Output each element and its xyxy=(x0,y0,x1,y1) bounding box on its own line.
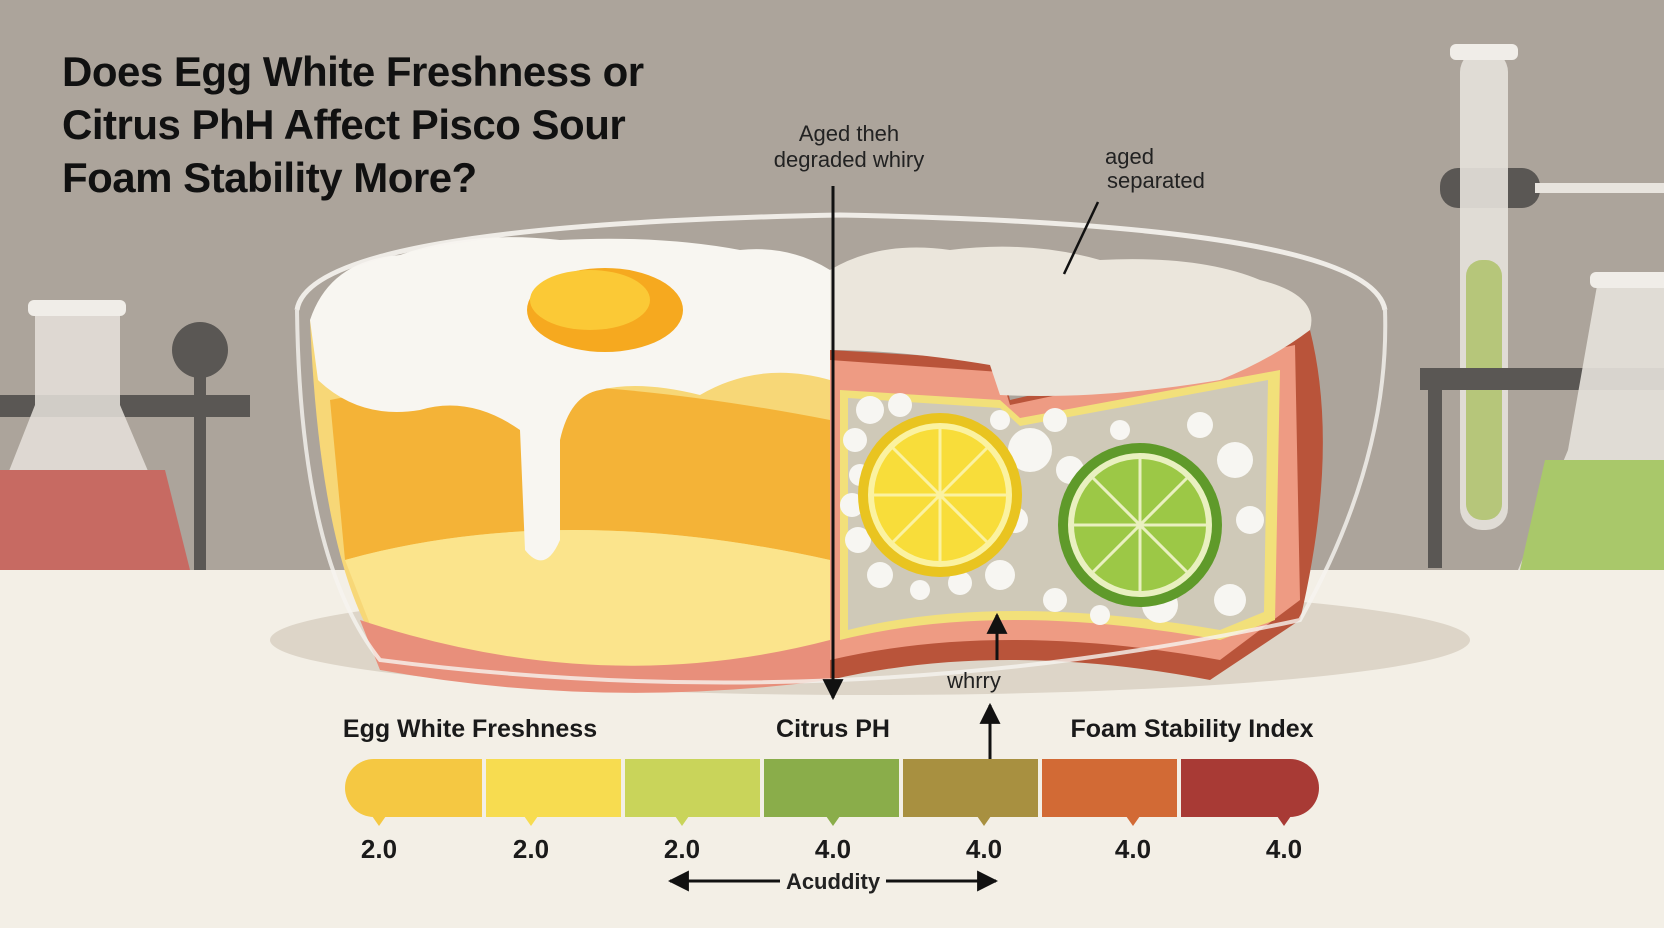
annotation: aged xyxy=(1105,144,1154,169)
title: Does Egg White Freshness or xyxy=(62,48,644,95)
tick-label: 2.0 xyxy=(513,834,549,864)
scale-label: Foam Stability Index xyxy=(1070,715,1313,743)
lab-right xyxy=(1420,44,1664,570)
title: Foam Stability More? xyxy=(62,154,477,201)
tick-marker xyxy=(826,816,840,826)
leader xyxy=(1062,201,1100,275)
tick-marker xyxy=(675,816,689,826)
annotation: Aged theh xyxy=(799,121,899,146)
bowl xyxy=(294,212,1388,693)
scale-label: Egg White Freshness xyxy=(343,715,597,743)
tick-label: 2.0 xyxy=(361,834,397,864)
tick-label: 2.0 xyxy=(664,834,700,864)
tick-label: 4.0 xyxy=(966,834,1002,864)
lab-left xyxy=(0,300,250,570)
scale-label: Citrus PH xyxy=(776,715,890,743)
tick-label: 4.0 xyxy=(815,834,851,864)
color-bar xyxy=(345,759,1319,817)
tick-marker xyxy=(1126,816,1140,826)
tick-marker xyxy=(372,816,386,826)
tick-label: 4.0 xyxy=(1266,834,1302,864)
tick-marker xyxy=(524,816,538,826)
annotation: separated xyxy=(1107,168,1205,193)
annotation: whrry xyxy=(946,668,1001,693)
tick-marker xyxy=(977,816,991,826)
title: Citrus PhH Affect Pisco Sour xyxy=(62,101,625,148)
axis-label: Acuddity xyxy=(786,869,881,894)
annotation: degraded whiry xyxy=(774,147,924,172)
tick-marker xyxy=(1277,816,1291,826)
ticks: 2.0 2.0 2.0 4.0 4.0 4.0 4.0 xyxy=(361,816,1302,864)
tick-label: 4.0 xyxy=(1115,834,1151,864)
